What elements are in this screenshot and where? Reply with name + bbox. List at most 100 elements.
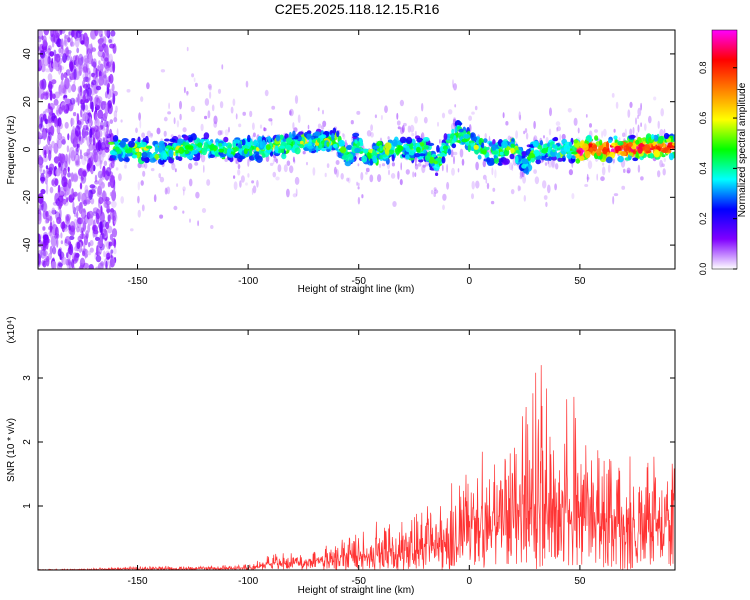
heatmap-cell bbox=[542, 180, 547, 189]
heatmap-cell bbox=[221, 142, 229, 147]
heatmap-cell bbox=[49, 245, 53, 255]
heatmap-cell bbox=[92, 73, 99, 79]
heatmap-cell bbox=[38, 86, 41, 99]
heatmap-cell bbox=[111, 228, 118, 238]
heatmap-cell bbox=[275, 176, 280, 181]
heatmap-cell bbox=[653, 149, 660, 158]
spectrogram-xlabel: Height of straight line (km) bbox=[298, 284, 415, 295]
x-tick-label: 50 bbox=[574, 576, 586, 587]
heatmap-cell bbox=[56, 125, 61, 135]
heatmap-cell bbox=[177, 138, 184, 144]
heatmap-cell bbox=[101, 150, 106, 158]
heatmap-cell bbox=[128, 140, 135, 148]
heatmap-cell bbox=[637, 146, 643, 154]
heatmap-cell bbox=[42, 260, 47, 268]
heatmap-cell bbox=[539, 140, 544, 146]
heatmap-cell bbox=[60, 136, 66, 145]
heatmap-cell bbox=[421, 164, 426, 173]
heatmap-cell bbox=[114, 146, 120, 152]
heatmap-cell bbox=[241, 138, 246, 146]
heatmap-cell bbox=[552, 143, 556, 149]
heatmap-cell bbox=[95, 236, 100, 241]
heatmap-cell bbox=[149, 157, 157, 163]
heatmap-cell bbox=[518, 111, 521, 121]
heatmap-cell bbox=[112, 90, 118, 97]
heatmap-cell bbox=[324, 172, 327, 178]
heatmap-cell bbox=[45, 255, 50, 267]
heatmap-cell bbox=[78, 266, 83, 269]
heatmap-cell bbox=[390, 173, 396, 179]
heatmap-cell bbox=[571, 151, 578, 155]
heatmap-cell bbox=[52, 93, 56, 100]
heatmap-cell bbox=[44, 68, 51, 73]
heatmap-cell bbox=[507, 135, 511, 141]
heatmap-cell bbox=[555, 163, 559, 170]
heatmap-cell bbox=[522, 175, 526, 184]
heatmap-cell bbox=[126, 89, 131, 93]
heatmap-cell bbox=[635, 117, 637, 125]
heatmap-cell bbox=[621, 185, 626, 190]
heatmap-cell bbox=[203, 142, 208, 147]
heatmap-cell bbox=[378, 163, 382, 168]
heatmap-cell bbox=[551, 155, 558, 161]
heatmap-cell bbox=[428, 156, 435, 164]
heatmap-cell bbox=[60, 221, 66, 230]
heatmap-cell bbox=[52, 220, 55, 228]
heatmap-cell bbox=[326, 163, 330, 169]
heatmap-cell bbox=[486, 157, 491, 163]
heatmap-cell bbox=[233, 139, 240, 144]
heatmap-cell bbox=[104, 30, 110, 37]
heatmap-cell bbox=[601, 166, 606, 176]
heatmap-cell bbox=[85, 36, 89, 42]
heatmap-cell bbox=[105, 121, 110, 128]
heatmap-cell bbox=[56, 137, 59, 146]
heatmap-cell bbox=[177, 134, 181, 140]
heatmap-cell bbox=[584, 184, 589, 187]
heatmap-cell bbox=[83, 76, 89, 83]
heatmap-cell bbox=[120, 119, 123, 123]
heatmap-cell bbox=[224, 129, 229, 136]
heatmap-cell bbox=[356, 181, 358, 186]
heatmap-cell bbox=[62, 198, 67, 205]
heatmap-cell bbox=[144, 162, 148, 169]
heatmap-cell bbox=[74, 36, 80, 48]
heatmap-cell bbox=[204, 98, 210, 106]
heatmap-cell bbox=[67, 51, 72, 58]
heatmap-cell bbox=[175, 150, 179, 154]
heatmap-cell bbox=[124, 157, 130, 163]
heatmap-cell bbox=[206, 179, 211, 186]
heatmap-cell bbox=[131, 138, 136, 142]
heatmap-cell bbox=[602, 162, 605, 166]
heatmap-cell bbox=[241, 155, 246, 159]
heatmap-cell bbox=[110, 159, 115, 169]
heatmap-cell bbox=[64, 236, 71, 245]
heatmap-cell bbox=[61, 48, 66, 56]
heatmap-cell bbox=[563, 144, 571, 152]
heatmap-cell bbox=[454, 104, 457, 108]
heatmap-cell bbox=[107, 214, 111, 224]
heatmap-cell bbox=[91, 79, 97, 86]
heatmap-cell bbox=[657, 120, 660, 129]
heatmap-cell bbox=[115, 105, 118, 113]
heatmap-cell bbox=[414, 172, 417, 178]
heatmap-cell bbox=[93, 151, 99, 163]
heatmap-cell bbox=[102, 51, 105, 59]
heatmap-cell bbox=[69, 76, 72, 83]
heatmap-cell bbox=[76, 47, 80, 54]
heatmap-cell bbox=[59, 208, 62, 220]
heatmap-cell bbox=[65, 46, 69, 57]
heatmap-cell bbox=[322, 120, 327, 128]
heatmap-cell bbox=[67, 166, 70, 173]
heatmap-cell bbox=[292, 193, 297, 198]
heatmap-cell bbox=[627, 109, 631, 118]
heatmap-cell bbox=[173, 205, 178, 211]
heatmap-cell bbox=[83, 208, 86, 213]
heatmap-cell bbox=[416, 137, 424, 143]
heatmap-cell bbox=[164, 187, 168, 195]
heatmap-cell bbox=[97, 139, 102, 152]
heatmap-cell bbox=[342, 133, 346, 140]
heatmap-cell bbox=[191, 73, 195, 78]
heatmap-cell bbox=[91, 72, 95, 78]
heatmap-cell bbox=[186, 46, 189, 52]
heatmap-cell bbox=[623, 168, 626, 173]
